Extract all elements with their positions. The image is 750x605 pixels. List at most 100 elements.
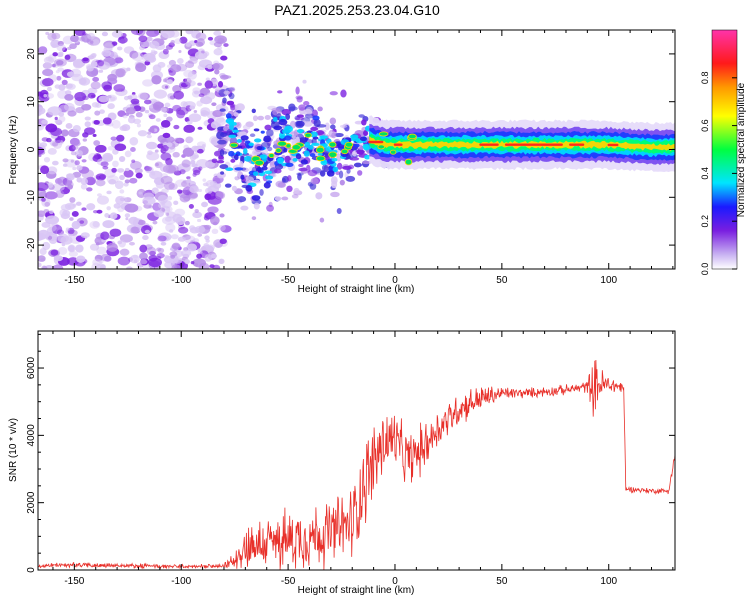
- spectrogram-noise-blob: [43, 94, 48, 98]
- colorbar-tick-label: 0.8: [700, 72, 710, 85]
- snr-panel: -150 -100 -50 0 50 100 0 2000 4000 6000 Height of…: [8, 330, 676, 596]
- spectrogram-signal-blob: [231, 129, 240, 133]
- spectrogram-signal-blob: [292, 157, 298, 162]
- spectrogram-signal-blob: [283, 148, 288, 153]
- spectrogram-noise-blob: [102, 117, 112, 125]
- spectrogram-noise-blob: [192, 172, 197, 177]
- spectrogram-noise-blob: [72, 203, 77, 207]
- spectrogram-transition-blob: [271, 107, 281, 112]
- spectrogram-transition-blob: [302, 79, 307, 84]
- spectrogram-transition-blob: [244, 176, 254, 184]
- spectrogram-noise-blob: [212, 264, 221, 269]
- spectrogram-noise-blob: [184, 259, 190, 265]
- spectrogram-noise-blob: [218, 258, 225, 265]
- spectrogram-transition-blob: [303, 101, 310, 106]
- spectrogram-noise-blob: [66, 173, 75, 181]
- spectrogram-noise-blob: [161, 144, 169, 152]
- spectrogram-signal-blob: [225, 167, 234, 172]
- colorbar-label: Normalized spectral amplitude: [736, 82, 747, 217]
- spectrogram-noise-blob: [195, 32, 207, 41]
- spectrogram-transition-blob: [296, 172, 304, 176]
- spectrogram-noise-blob: [45, 31, 50, 35]
- spectrogram-transition-blob: [222, 97, 227, 104]
- spectrogram-noise-blob: [139, 252, 148, 260]
- spectrogram-noise-blob: [79, 220, 85, 224]
- spectrogram-noise-blob: [214, 69, 220, 75]
- spectrogram-noise-blob: [93, 119, 100, 125]
- spectrogram-ylabel: Frequency (Hz): [8, 116, 19, 185]
- spectrogram-signal-blob: [332, 166, 339, 173]
- spectrogram-noise-blob: [68, 145, 76, 152]
- spectrogram-noise-blob: [182, 147, 195, 157]
- spectrogram-noise-blob: [115, 68, 126, 78]
- spectrogram-transition-blob: [294, 116, 305, 121]
- spectrogram-transition-blob: [220, 171, 225, 175]
- spectrogram-peak-blob: [304, 132, 312, 138]
- spectrogram-noise-blob: [192, 87, 201, 94]
- spectrogram-noise-blob: [170, 64, 182, 73]
- spectrogram-noise-blob: [162, 48, 169, 55]
- spectrogram-noise-blob: [42, 78, 54, 87]
- spectrogram-noise-blob: [72, 125, 81, 133]
- spectrogram-noise-blob: [38, 46, 48, 55]
- spectrogram-noise-blob: [161, 188, 169, 194]
- spectrogram-noise-blob: [108, 179, 117, 185]
- spectrogram-noise-blob: [170, 234, 179, 240]
- spectrogram-noise-blob: [74, 91, 87, 102]
- spectrogram-noise-blob: [78, 77, 91, 86]
- spectrogram-noise-blob: [97, 59, 105, 67]
- spectrogram-transition-blob: [239, 160, 244, 168]
- spectrogram-noise-blob: [76, 150, 83, 157]
- spectrogram-noise-blob: [210, 216, 220, 225]
- spectrogram-noise-blob: [220, 225, 232, 233]
- spectrogram-noise-blob: [75, 107, 85, 114]
- spectrogram-noise-blob: [89, 243, 100, 251]
- spectrogram-noise-blob: [153, 128, 158, 132]
- snr-xtick-label: -100: [171, 576, 191, 587]
- snr-xtick-label: 100: [600, 576, 617, 587]
- spectrogram-noise-blob: [123, 95, 129, 101]
- spectrogram-noise-blob: [66, 71, 75, 78]
- spectrogram-transition-blob: [331, 132, 337, 139]
- spectrogram-noise-blob: [103, 84, 112, 92]
- spectrogram-noise-blob: [219, 238, 227, 245]
- spectrogram-noise-blob: [154, 149, 159, 153]
- spectrogram-noise-blob: [213, 48, 223, 56]
- spectrogram-noise-blob: [89, 40, 94, 44]
- spectrogram-noise-blob: [130, 160, 142, 170]
- spectrogram-noise-blob: [164, 255, 170, 259]
- spectrogram-noise-blob: [207, 36, 214, 41]
- spectrogram-noise-blob: [149, 51, 157, 57]
- spectrogram-transition-blob: [315, 130, 325, 136]
- spectrogram-noise-blob: [68, 245, 75, 252]
- spectrogram-transition-blob: [251, 108, 256, 114]
- spectrogram-noise-blob: [156, 247, 162, 252]
- spectrogram-noise-blob: [64, 180, 74, 189]
- spectrogram-peak-blob: [377, 144, 385, 150]
- spectrogram-transition-blob: [295, 86, 300, 95]
- spectrogram-transition-blob: [240, 205, 249, 211]
- spectrogram-signal-blob: [245, 185, 253, 192]
- spectrogram-transition-blob: [305, 107, 313, 115]
- spectrogram-signal-blob: [228, 120, 234, 126]
- spectrogram-noise-blob: [47, 148, 57, 155]
- spectrogram-signal-blob: [251, 195, 261, 201]
- colorbar-tick-label: 0.2: [700, 215, 710, 228]
- spectrogram-noise-blob: [48, 210, 54, 215]
- spectrogram-noise-blob: [72, 144, 79, 150]
- spectrogram-noise-blob: [207, 206, 219, 214]
- spectrogram-noise-blob: [132, 254, 139, 259]
- spectrogram-noise-blob: [197, 248, 202, 252]
- spectrogram-noise-blob: [173, 90, 184, 100]
- spectrogram-noise-blob: [114, 143, 127, 152]
- spectrogram-noise-blob: [95, 242, 100, 246]
- spectrogram-transition-blob: [329, 91, 338, 96]
- spectrogram-noise-blob: [167, 195, 173, 201]
- spectrogram-xtick-label: -150: [64, 275, 84, 286]
- spectrogram-noise-blob: [138, 191, 143, 195]
- spectrogram-transition-blob: [351, 150, 357, 157]
- spectrogram-noise-blob: [84, 121, 91, 128]
- spectrogram-transition-blob: [274, 196, 282, 201]
- spectrogram-noise-blob: [192, 167, 202, 174]
- spectrogram-noise-blob: [38, 255, 46, 262]
